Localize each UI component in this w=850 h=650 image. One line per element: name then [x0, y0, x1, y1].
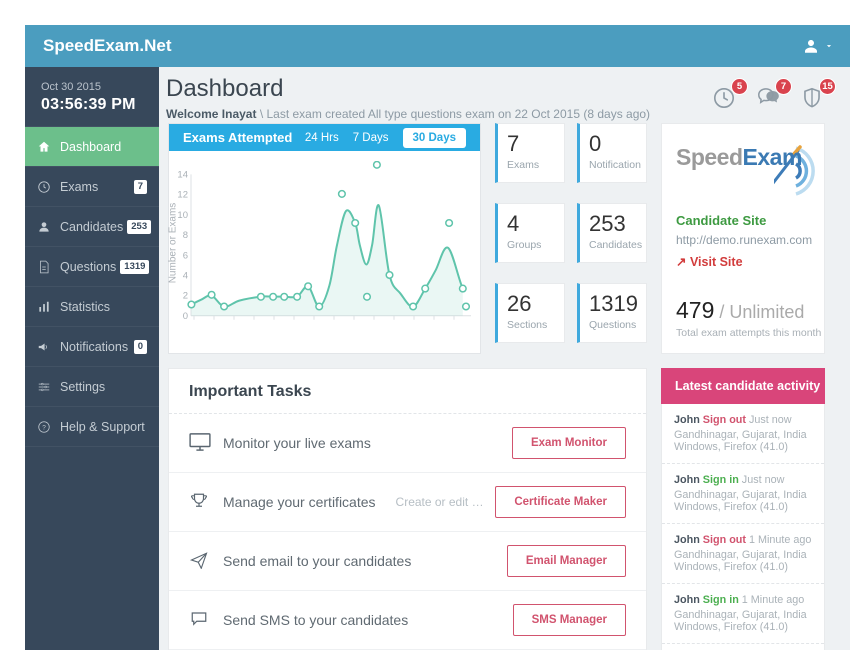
svg-text:10: 10 — [177, 210, 188, 221]
svg-text:?: ? — [42, 424, 46, 431]
svg-text:2: 2 — [183, 291, 188, 302]
svg-text:4: 4 — [183, 271, 188, 282]
svg-text:8: 8 — [183, 230, 188, 241]
svg-text:0: 0 — [183, 311, 188, 322]
svg-text:14: 14 — [177, 170, 188, 181]
svg-text:6: 6 — [183, 250, 188, 261]
svg-text:12: 12 — [177, 190, 188, 201]
